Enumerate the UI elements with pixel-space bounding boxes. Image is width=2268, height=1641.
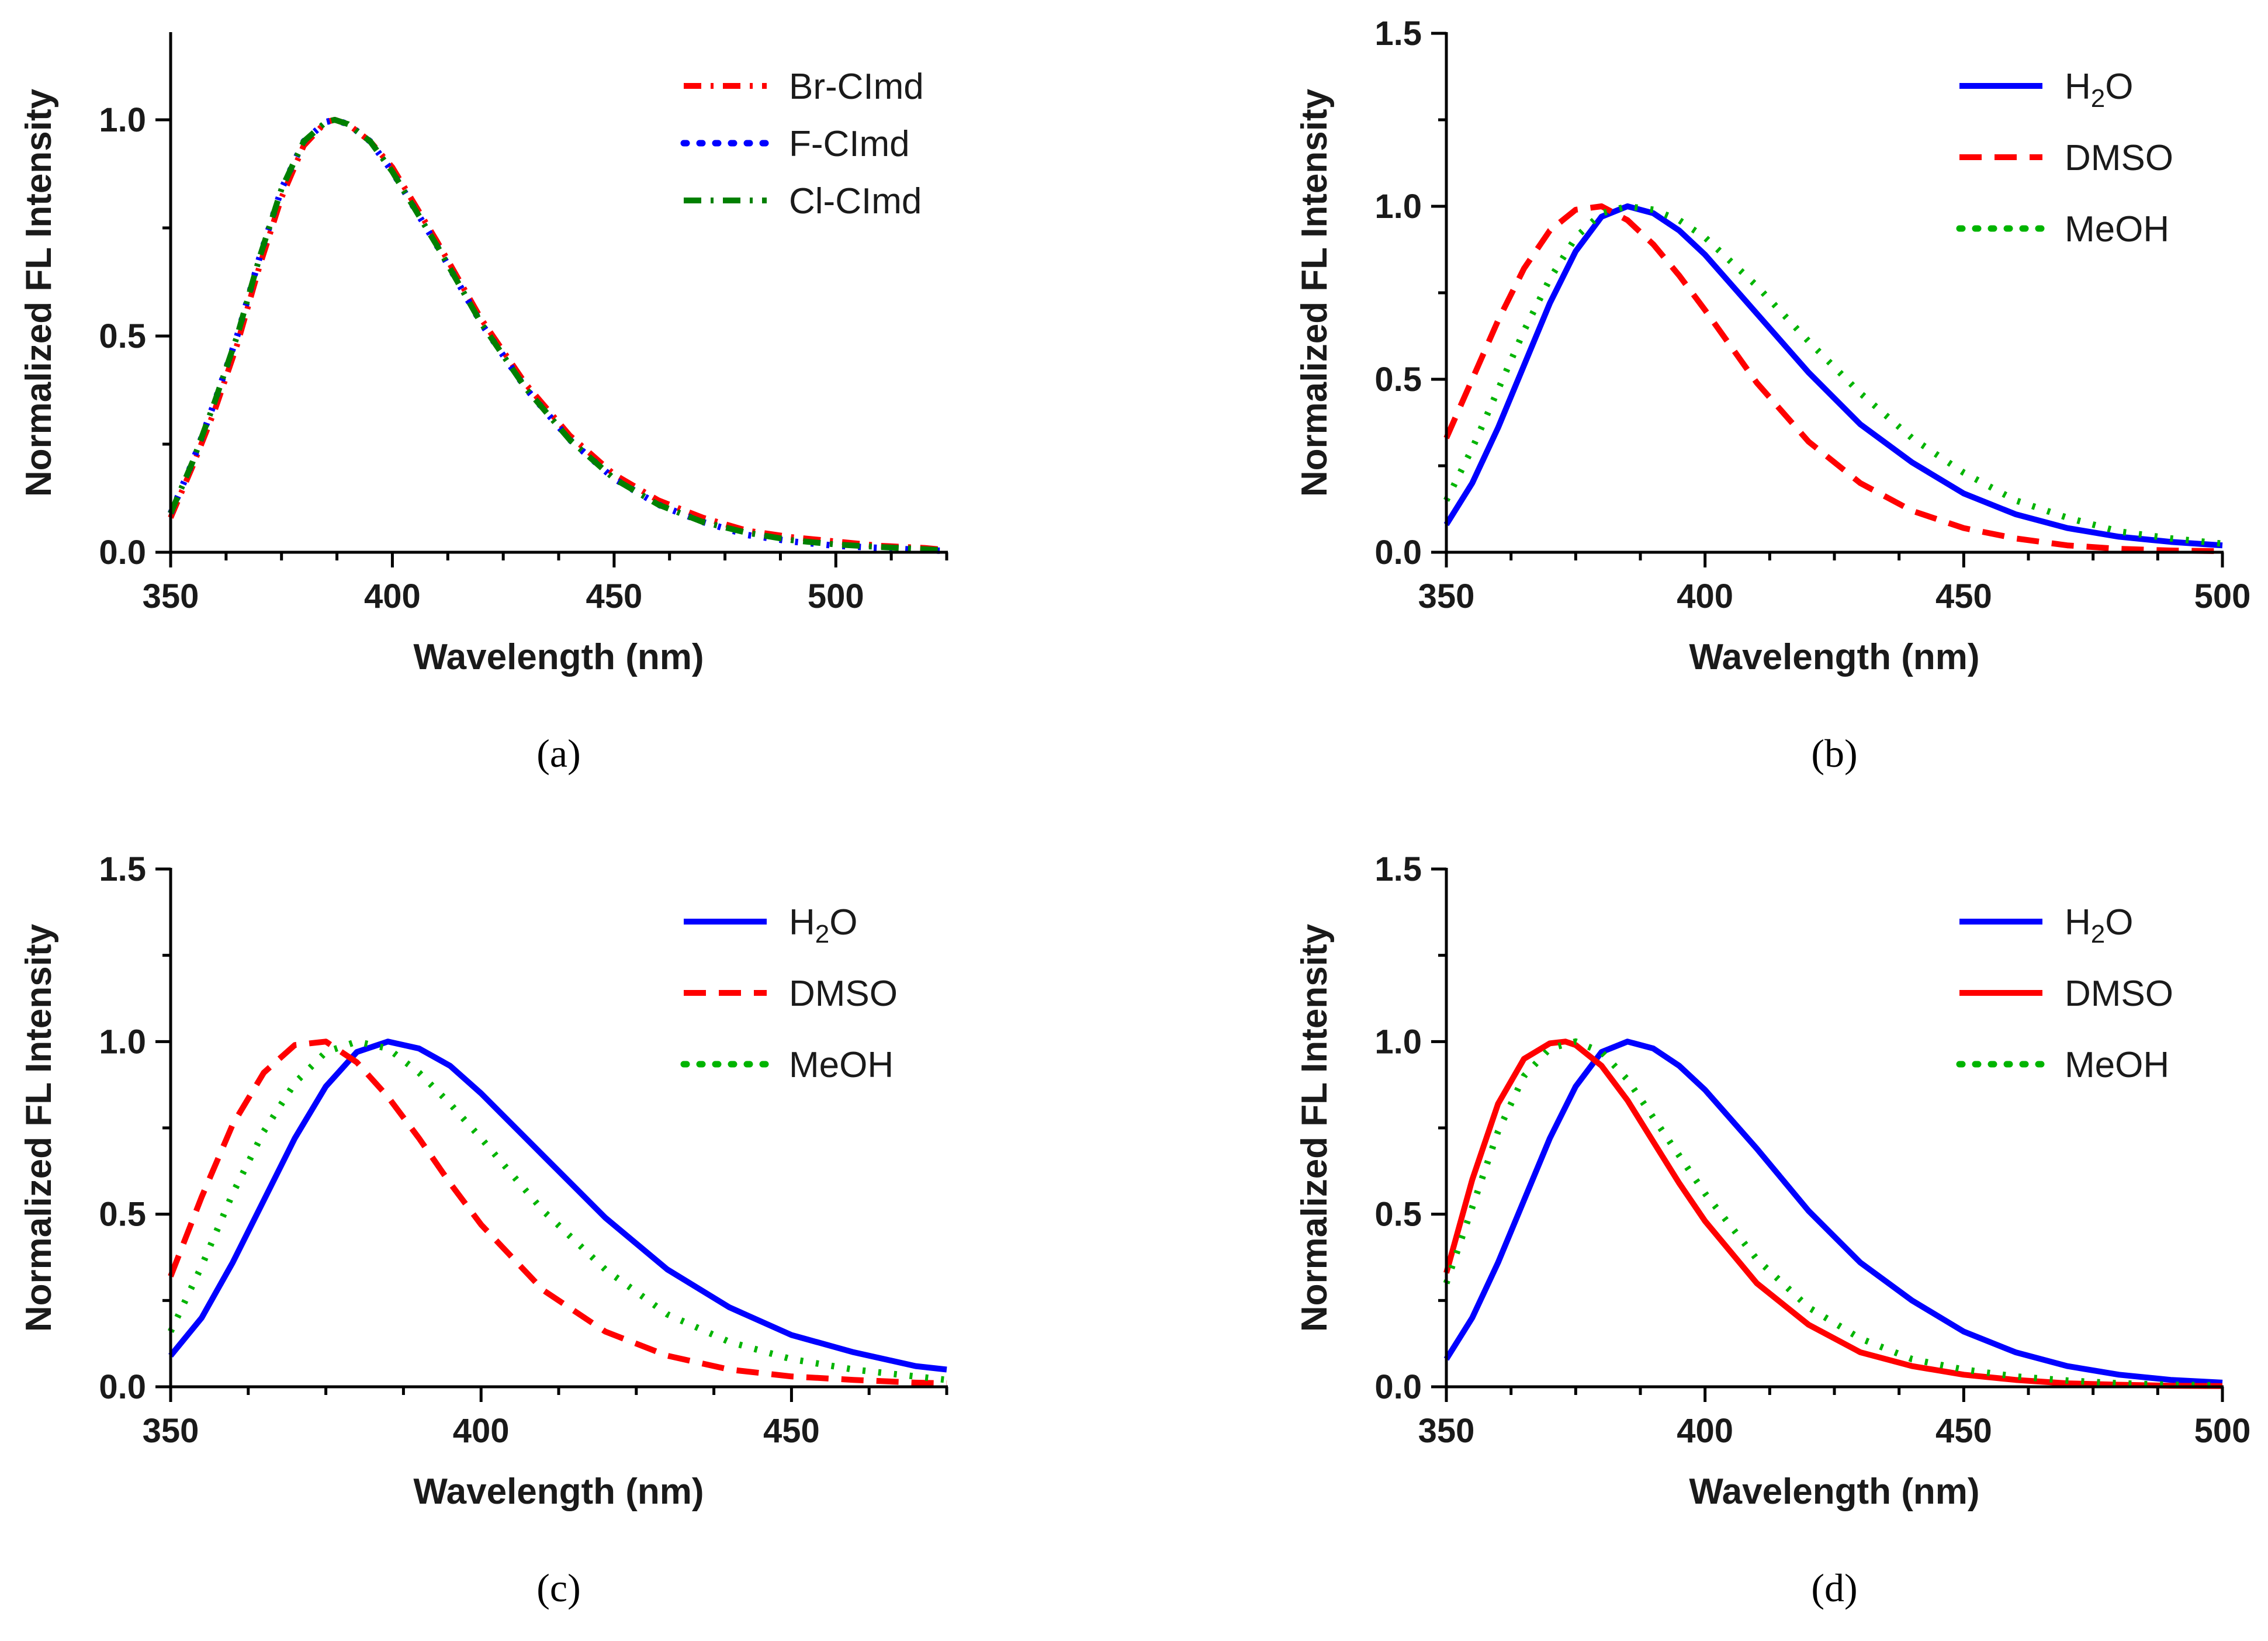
legend-label: MeOH [789, 1045, 894, 1085]
y-axis-title: Normalized FL Intensity [19, 923, 59, 1332]
series-group [1443, 203, 2223, 555]
panel-label: (d) [1811, 1566, 1857, 1610]
chart-panel-c: 350 400 450 0.0 0.5 1.0 1.5 Wavelength (nm) Norm… [19, 850, 948, 1610]
panel-label: (c) [536, 1566, 580, 1610]
series-line-meoh [168, 1038, 947, 1383]
series-line-dmso [1443, 203, 2223, 555]
x-tick-label: 400 [453, 1412, 510, 1450]
legend-label: DMSO [2065, 974, 2173, 1014]
legend-label: Br-CImd [789, 67, 924, 107]
y-tick-label: 1.0 [1374, 1023, 1422, 1061]
legend-label: DMSO [789, 974, 898, 1014]
legend-label: H2O [2065, 902, 2134, 948]
x-tick-label: 500 [2194, 577, 2251, 615]
y-tick-label: 1.5 [99, 850, 146, 888]
panel-label: (a) [536, 731, 580, 776]
legend-label: F-CImd [789, 124, 910, 164]
y-tick-label: 0.0 [99, 1368, 146, 1406]
panel-label: (b) [1811, 731, 1857, 776]
series-line-dmso [1443, 1038, 2223, 1389]
legend-label: MeOH [2065, 1045, 2169, 1085]
y-tick-label: 0.0 [1374, 1368, 1422, 1406]
x-tick-label: 450 [763, 1412, 820, 1450]
x-tick-label: 350 [143, 577, 199, 615]
series-line-h2o [168, 1038, 947, 1373]
x-axis-title: Wavelength (nm) [413, 1472, 704, 1512]
y-tick-label: 0.5 [1374, 1196, 1422, 1234]
series-line-dmso [168, 1038, 947, 1387]
y-tick-label: 1.5 [1374, 15, 1422, 53]
y-tick-label: 0.5 [99, 317, 146, 355]
y-tick-label: 1.0 [99, 1023, 146, 1061]
x-tick-label: 500 [2194, 1412, 2251, 1450]
y-axis-title: Normalized FL Intensity [1294, 923, 1335, 1332]
series-group [1443, 1038, 2223, 1389]
y-tick-label: 1.5 [1374, 850, 1422, 888]
series-line-h2o [1443, 1038, 2223, 1386]
y-tick-label: 0.5 [99, 1196, 146, 1234]
legend-label: DMSO [2065, 138, 2173, 178]
y-tick-label: 0.5 [1374, 361, 1422, 399]
x-tick-label: 400 [1677, 1412, 1733, 1450]
x-tick-label: 350 [1418, 1412, 1475, 1450]
x-axis-title: Wavelength (nm) [413, 637, 704, 677]
y-tick-label: 0.0 [1374, 534, 1422, 572]
series-line-cl-cimd [168, 117, 947, 553]
x-tick-label: 400 [1677, 577, 1733, 615]
series-line-h2o [1443, 203, 2223, 549]
legend-label: MeOH [2065, 209, 2169, 250]
legend-label: Cl-CImd [789, 181, 922, 221]
x-tick-label: 400 [364, 577, 421, 615]
series-group [168, 1038, 947, 1387]
y-axis-title: Normalized FL Intensity [1294, 88, 1335, 497]
x-tick-label: 450 [1935, 577, 1992, 615]
legend-label: H2O [789, 902, 858, 948]
legend-label: H2O [2065, 67, 2134, 113]
chart-panel-b: 350 400 450 500 0.0 0.5 1.0 1.5 Wavelength (nm) N… [1294, 15, 2250, 776]
y-tick-label: 1.0 [1374, 188, 1422, 226]
legend: H2O DMSO MeOH [1956, 67, 2173, 250]
chart-panel-d: 350 400 450 500 0.0 0.5 1.0 1.5 Wavelength (nm) N… [1294, 850, 2250, 1610]
x-axis-title: Wavelength (nm) [1689, 637, 1979, 677]
legend: H2O DMSO MeOH [680, 902, 898, 1085]
x-tick-label: 450 [1935, 1412, 1992, 1450]
y-tick-label: 1.0 [99, 101, 146, 139]
series-group [167, 116, 947, 555]
y-axis-title: Normalized FL Intensity [19, 88, 59, 497]
x-tick-label: 350 [143, 1412, 199, 1450]
series-line-meoh [1443, 203, 2223, 547]
x-tick-label: 450 [586, 577, 642, 615]
x-axis-title: Wavelength (nm) [1689, 1472, 1979, 1512]
y-tick-label: 0.0 [99, 534, 146, 572]
x-tick-label: 350 [1418, 577, 1475, 615]
chart-panel-a: 350 400 450 500 0.0 0.5 1.0 Wavelength (nm) Norm… [19, 32, 948, 776]
legend: Br-CImd F-CImd Cl-CImd [680, 67, 924, 221]
x-tick-label: 500 [808, 577, 864, 615]
legend: H2O DMSO MeOH [1956, 902, 2173, 1085]
series-line-meoh [1443, 1038, 2223, 1389]
